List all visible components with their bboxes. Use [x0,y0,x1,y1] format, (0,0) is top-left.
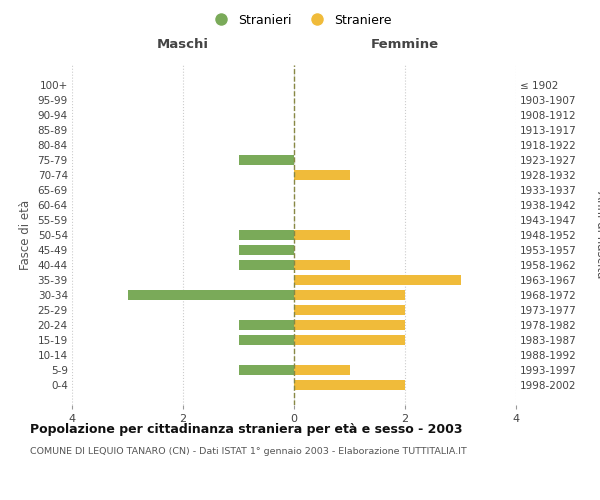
Bar [239,245,294,255]
Bar [239,230,294,240]
Bar [294,380,405,390]
Bar [294,290,405,300]
Legend: Stranieri, Straniere: Stranieri, Straniere [203,8,397,32]
Bar [128,290,294,300]
Bar [239,320,294,330]
Bar [239,260,294,270]
Bar [294,335,405,344]
Text: COMUNE DI LEQUIO TANARO (CN) - Dati ISTAT 1° gennaio 2003 - Elaborazione TUTTITA: COMUNE DI LEQUIO TANARO (CN) - Dati ISTA… [30,448,467,456]
Text: Maschi: Maschi [157,38,209,52]
Bar [239,156,294,165]
Y-axis label: Fasce di età: Fasce di età [19,200,32,270]
Bar [294,305,405,314]
Bar [294,365,350,374]
Bar [294,275,461,285]
Text: Popolazione per cittadinanza straniera per età e sesso - 2003: Popolazione per cittadinanza straniera p… [30,422,463,436]
Bar [294,260,350,270]
Text: Femmine: Femmine [371,38,439,52]
Y-axis label: Anni di nascita: Anni di nascita [593,192,600,278]
Bar [294,230,350,240]
Bar [239,365,294,374]
Bar [294,320,405,330]
Bar [294,170,350,180]
Bar [239,335,294,344]
